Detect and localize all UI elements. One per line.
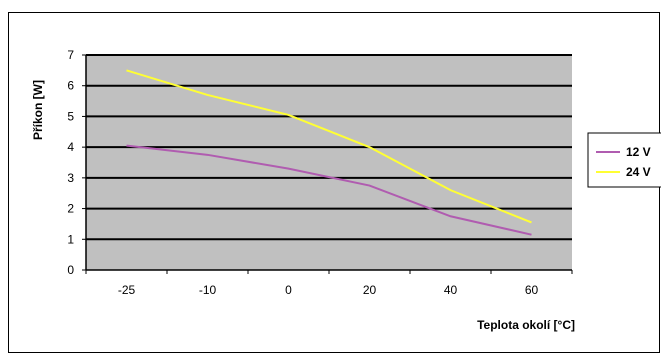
x-tick-label: 0 (285, 283, 292, 297)
x-tick-label: -25 (118, 283, 136, 297)
y-tick-label: 3 (67, 171, 74, 185)
x-axis-title: Teplota okolí [°C] (477, 318, 575, 332)
y-tick-label: 4 (67, 140, 74, 154)
plot-area (86, 55, 572, 270)
legend-box (587, 132, 661, 188)
y-tick-label: 1 (67, 232, 74, 246)
y-tick-label: 5 (67, 109, 74, 123)
y-tick-labels: 0 1 2 3 4 5 6 7 (67, 48, 74, 277)
legend-label: 24 V (626, 165, 651, 179)
legend: 12 V 24 V (587, 132, 661, 188)
y-tick-label: 6 (67, 79, 74, 93)
y-tick-label: 7 (67, 48, 74, 62)
axes (82, 54, 573, 274)
y-tick-label: 2 (67, 202, 74, 216)
series-line (126, 144, 532, 236)
x-tick-label: 60 (525, 283, 539, 297)
series-lines (126, 69, 532, 236)
legend-label: 12 V (626, 145, 651, 159)
y-axis-title: Příkon [W] (31, 80, 45, 140)
series-line (126, 69, 532, 224)
x-tick-label: 40 (444, 283, 458, 297)
gridlines (86, 54, 572, 241)
x-tick-label: -10 (199, 283, 217, 297)
y-tick-label: 0 (67, 263, 74, 277)
x-tick-labels: -25 -10 0 20 40 60 (118, 283, 539, 297)
x-tick-label: 20 (363, 283, 377, 297)
